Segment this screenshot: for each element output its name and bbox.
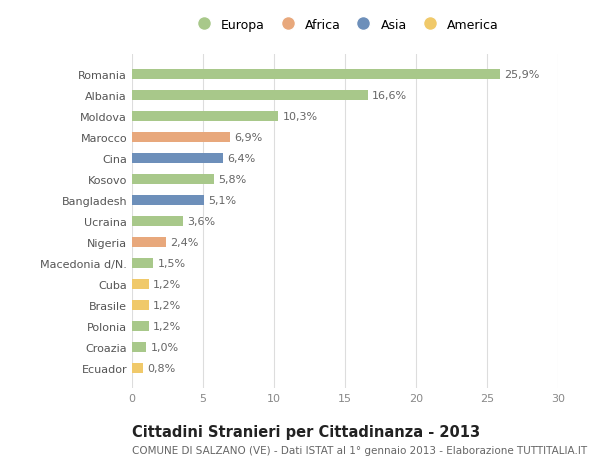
Text: 3,6%: 3,6% [187, 217, 215, 226]
Bar [132, 175, 214, 185]
Text: 25,9%: 25,9% [504, 70, 539, 80]
Bar [132, 364, 143, 373]
Text: 10,3%: 10,3% [283, 112, 317, 122]
Bar [132, 133, 230, 142]
Text: 5,8%: 5,8% [218, 174, 247, 185]
Legend: Europa, Africa, Asia, America: Europa, Africa, Asia, America [187, 15, 503, 35]
Text: 5,1%: 5,1% [209, 196, 237, 206]
Bar [132, 154, 223, 163]
Text: Cittadini Stranieri per Cittadinanza - 2013: Cittadini Stranieri per Cittadinanza - 2… [132, 425, 480, 440]
Bar [132, 238, 166, 247]
Bar [132, 301, 149, 310]
Bar [132, 112, 278, 122]
Text: 1,2%: 1,2% [154, 279, 182, 289]
Bar [132, 217, 183, 226]
Bar [132, 342, 146, 352]
Bar [132, 70, 500, 79]
Bar [132, 91, 368, 101]
Text: 1,2%: 1,2% [154, 321, 182, 331]
Text: 0,8%: 0,8% [148, 363, 176, 373]
Text: 1,2%: 1,2% [154, 300, 182, 310]
Text: 6,4%: 6,4% [227, 154, 256, 164]
Text: 1,0%: 1,0% [151, 342, 179, 352]
Bar [132, 258, 154, 268]
Text: 16,6%: 16,6% [372, 91, 407, 101]
Text: COMUNE DI SALZANO (VE) - Dati ISTAT al 1° gennaio 2013 - Elaborazione TUTTITALIA: COMUNE DI SALZANO (VE) - Dati ISTAT al 1… [132, 445, 587, 455]
Text: 1,5%: 1,5% [158, 258, 185, 269]
Text: 2,4%: 2,4% [170, 237, 199, 247]
Bar [132, 321, 149, 331]
Bar [132, 196, 205, 205]
Text: 6,9%: 6,9% [234, 133, 262, 143]
Bar [132, 280, 149, 289]
